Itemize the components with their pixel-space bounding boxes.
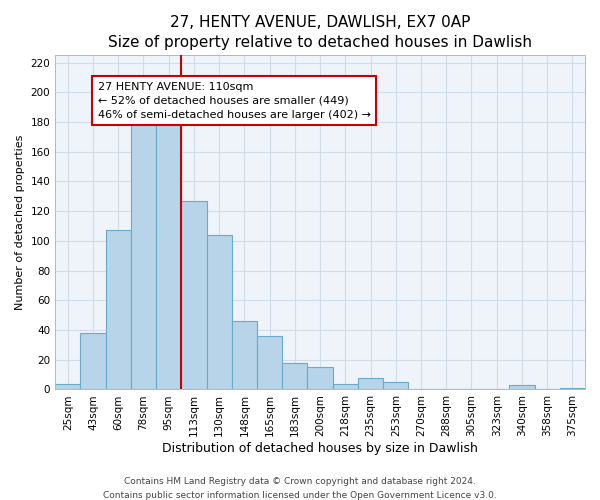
- Bar: [257, 336, 282, 390]
- Bar: [156, 124, 181, 390]
- Bar: [307, 367, 332, 390]
- Bar: [106, 230, 131, 390]
- Bar: [80, 333, 106, 390]
- Bar: [131, 124, 156, 390]
- Bar: [358, 378, 383, 390]
- Bar: [55, 384, 80, 390]
- Bar: [560, 388, 585, 390]
- Bar: [181, 201, 206, 390]
- Bar: [332, 384, 358, 390]
- Bar: [232, 321, 257, 390]
- X-axis label: Distribution of detached houses by size in Dawlish: Distribution of detached houses by size …: [162, 442, 478, 455]
- Text: Contains HM Land Registry data © Crown copyright and database right 2024.
Contai: Contains HM Land Registry data © Crown c…: [103, 478, 497, 500]
- Y-axis label: Number of detached properties: Number of detached properties: [15, 134, 25, 310]
- Bar: [383, 382, 409, 390]
- Title: 27, HENTY AVENUE, DAWLISH, EX7 0AP
Size of property relative to detached houses : 27, HENTY AVENUE, DAWLISH, EX7 0AP Size …: [108, 15, 532, 50]
- Text: 27 HENTY AVENUE: 110sqm
← 52% of detached houses are smaller (449)
46% of semi-d: 27 HENTY AVENUE: 110sqm ← 52% of detache…: [98, 82, 371, 120]
- Bar: [206, 235, 232, 390]
- Bar: [509, 385, 535, 390]
- Bar: [282, 362, 307, 390]
